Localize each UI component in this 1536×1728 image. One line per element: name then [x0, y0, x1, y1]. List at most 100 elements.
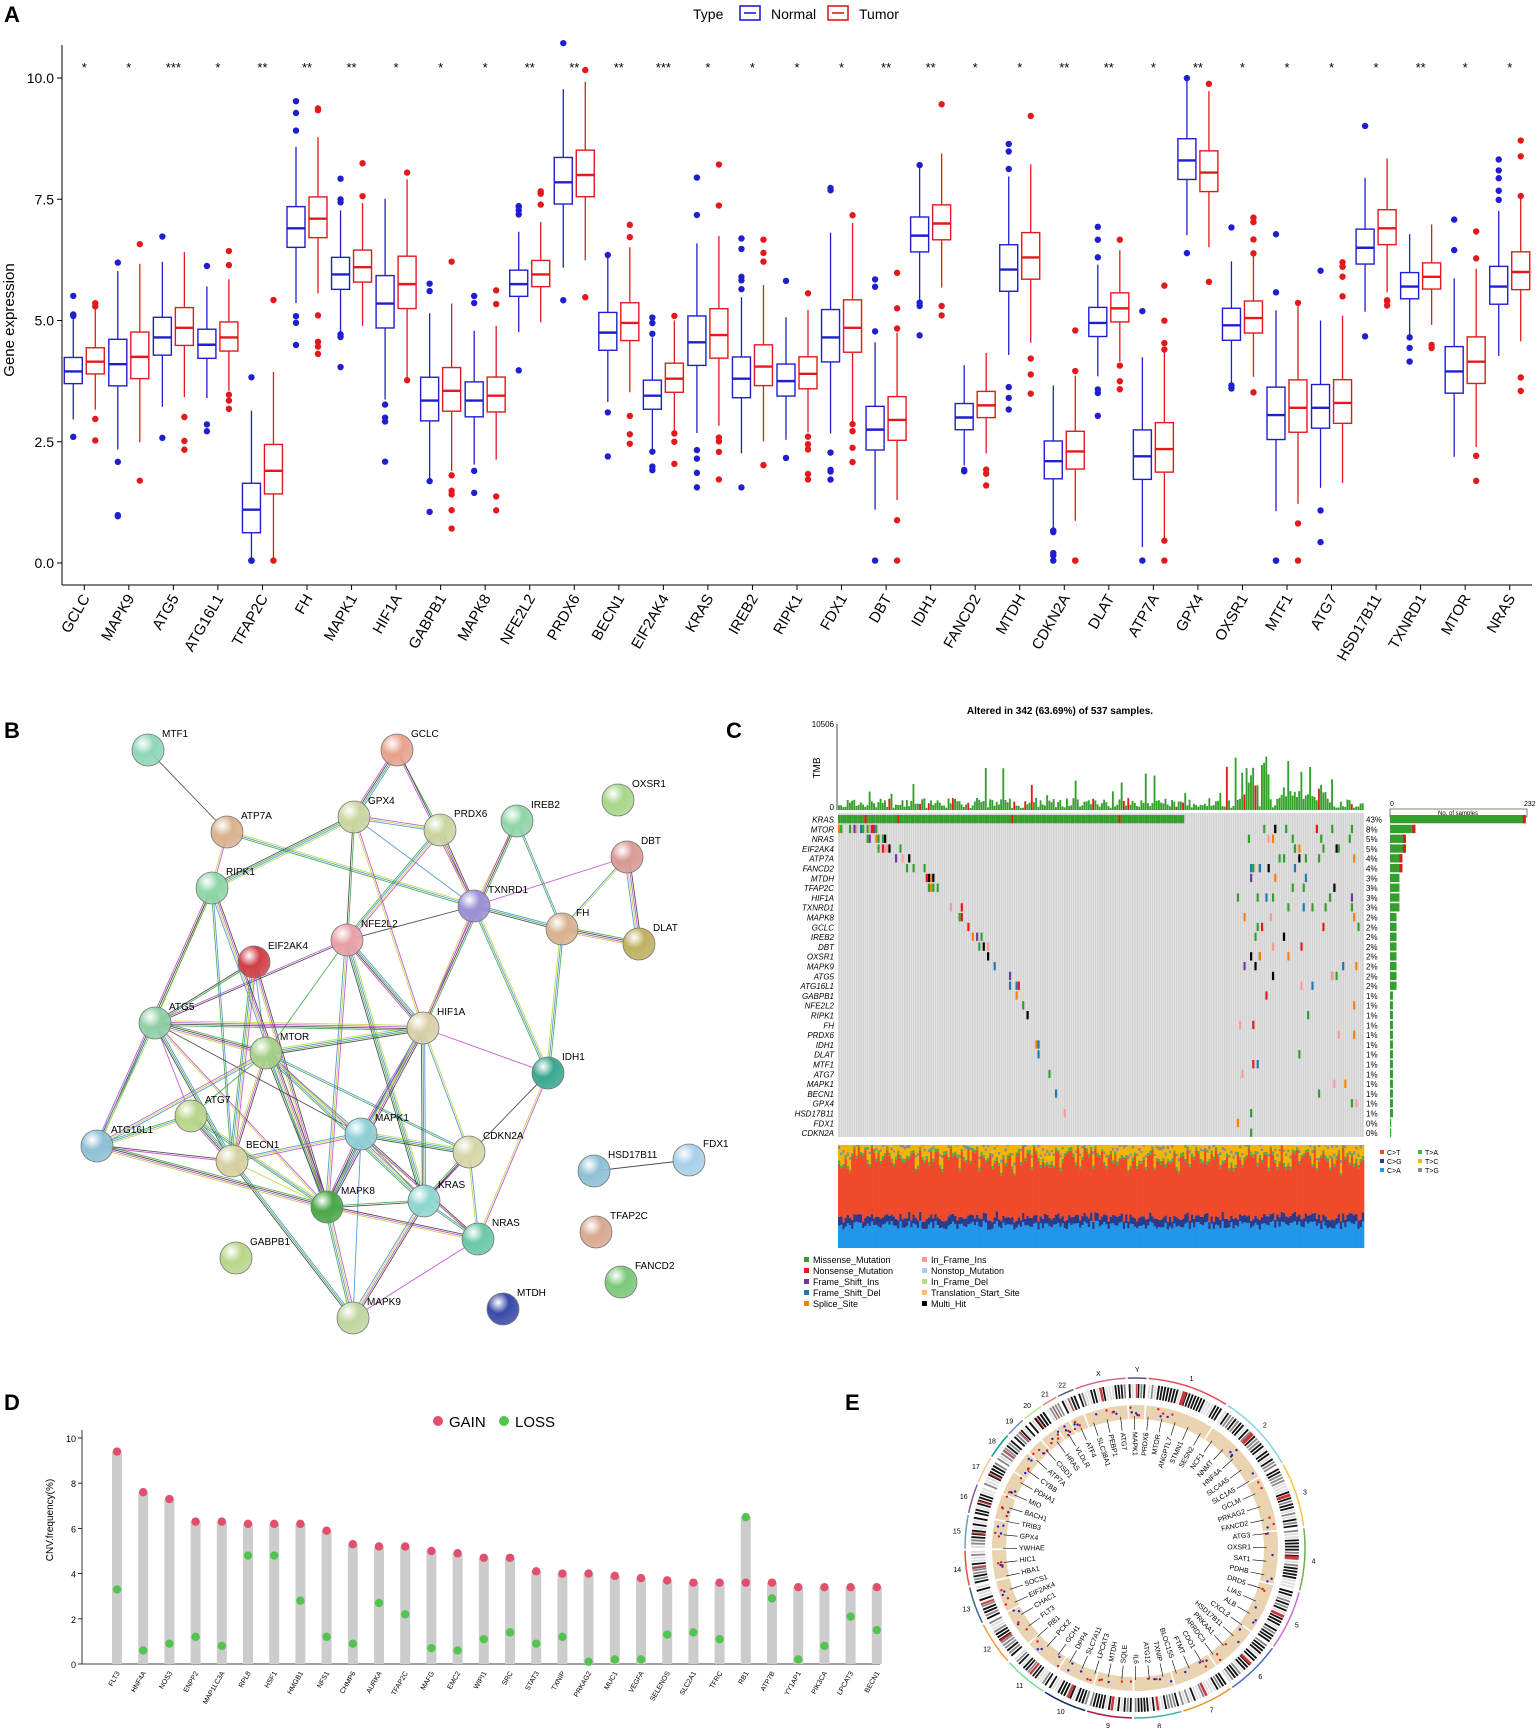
titv-segment [951, 1152, 955, 1157]
track-background [1094, 1671, 1133, 1691]
titv-segment [969, 1150, 972, 1161]
chromosome-label: 1 [1190, 1376, 1194, 1383]
mutation-cell [1258, 952, 1261, 961]
cnv-point [1001, 1564, 1004, 1567]
sample-count-bar [1390, 942, 1397, 951]
network-edge [424, 821, 519, 1029]
cnv-point [1251, 1472, 1255, 1475]
cytoband [1275, 1491, 1290, 1498]
mutation-cell [1164, 815, 1167, 824]
titv-segment [934, 1214, 937, 1222]
titv-segment [1166, 1145, 1170, 1150]
gene-connector [1081, 1655, 1088, 1669]
mutation-cell [1287, 952, 1290, 961]
cytoband [1240, 1430, 1252, 1443]
titv-segment [914, 1154, 918, 1158]
titv-segment [894, 1225, 898, 1248]
titv-segment [1173, 1150, 1176, 1154]
cnv-point [1058, 1655, 1061, 1659]
track-background [1029, 1634, 1066, 1669]
x-tick-label: ATG16L1 [181, 592, 227, 655]
x-tick-label: RPL8 [238, 1670, 253, 1689]
circos-gene-label: TXNIP [1152, 1641, 1163, 1663]
titv-segment [1129, 1165, 1132, 1169]
loss-point [846, 1612, 855, 1621]
oncoplot-cells [837, 813, 1365, 1139]
titv-segment [1019, 1161, 1023, 1165]
titv-segment [886, 1214, 889, 1222]
mutation-cell [1324, 903, 1327, 912]
titv-segment [1256, 1154, 1260, 1163]
centromere [1276, 1493, 1291, 1501]
cnv-bar [190, 1521, 201, 1664]
titv-segment [894, 1156, 898, 1160]
titv-segment [930, 1214, 933, 1223]
track-background [1028, 1440, 1050, 1462]
mutation-cell [1087, 815, 1091, 824]
node-label: PRDX6 [454, 809, 488, 820]
titv-segment [1219, 1145, 1222, 1152]
x-tick-label: GABPB1 [405, 592, 450, 652]
cnv-point [1025, 1628, 1028, 1631]
tmb-bar [1204, 803, 1206, 810]
titv-segment [1331, 1156, 1334, 1160]
cytoband [1217, 1672, 1227, 1686]
titv-segment [1061, 1149, 1065, 1159]
titv-segment [1006, 1216, 1010, 1224]
gene-label: TFAP2C [804, 884, 834, 893]
titv-segment [1328, 1158, 1332, 1168]
titv-segment [901, 1145, 905, 1148]
titv-segment [1195, 1145, 1198, 1148]
titv-segment [960, 1148, 964, 1152]
y-tick-label: 0.0 [35, 555, 55, 571]
titv-segment [1125, 1154, 1128, 1158]
network-edge [96, 1051, 266, 1145]
tumor-outlier [448, 472, 455, 479]
normal-outlier [693, 484, 701, 491]
cytoband [1229, 1420, 1240, 1433]
titv-segment [1197, 1153, 1200, 1216]
titv-segment [1083, 1212, 1086, 1222]
mutation-cell [840, 824, 843, 834]
titv-segment [1109, 1216, 1113, 1224]
titv-segment [938, 1153, 942, 1157]
titv-segment [1033, 1215, 1036, 1224]
significance-mark: ** [881, 60, 891, 75]
mutation-cell [932, 883, 935, 892]
normal-outlier [114, 458, 122, 466]
cnv-point [999, 1532, 1003, 1535]
cytoband [1031, 1419, 1042, 1432]
titv-segment [1182, 1151, 1185, 1156]
tmb-bar [1072, 798, 1075, 810]
mutation-cell [1105, 815, 1108, 824]
titv-segment [1234, 1225, 1238, 1248]
titv-segment [997, 1145, 1001, 1152]
normal-box [1043, 440, 1063, 480]
titv-segment [1155, 1219, 1159, 1229]
titv-segment [945, 1153, 948, 1221]
titv-segment [892, 1145, 896, 1151]
cnv-point [1024, 1471, 1027, 1475]
mutation-cell [1125, 815, 1128, 824]
significance-mark: *** [656, 60, 671, 75]
chromosome-arc [1042, 1396, 1057, 1406]
normal-outlier [871, 276, 879, 283]
tmb-bar [1289, 791, 1292, 810]
normal-outlier [248, 557, 255, 564]
significance-mark: * [1017, 60, 1022, 75]
network-edge [227, 830, 475, 905]
titv-segment [1298, 1153, 1301, 1161]
sample-count-bar-nonsense [1522, 815, 1526, 824]
titv-segment [1197, 1215, 1200, 1223]
sample-count-bar [1390, 981, 1397, 990]
titv-segment [1331, 1228, 1334, 1248]
titv-segment [1061, 1216, 1065, 1224]
tmb-bar [1153, 775, 1156, 810]
network-edge [230, 1161, 353, 1320]
titv-segment [925, 1228, 929, 1248]
x-tick-label: NFE2L2 [497, 592, 539, 648]
titv-segment [1175, 1156, 1179, 1167]
normal-outlier [470, 299, 478, 307]
titv-segment [1228, 1157, 1231, 1168]
